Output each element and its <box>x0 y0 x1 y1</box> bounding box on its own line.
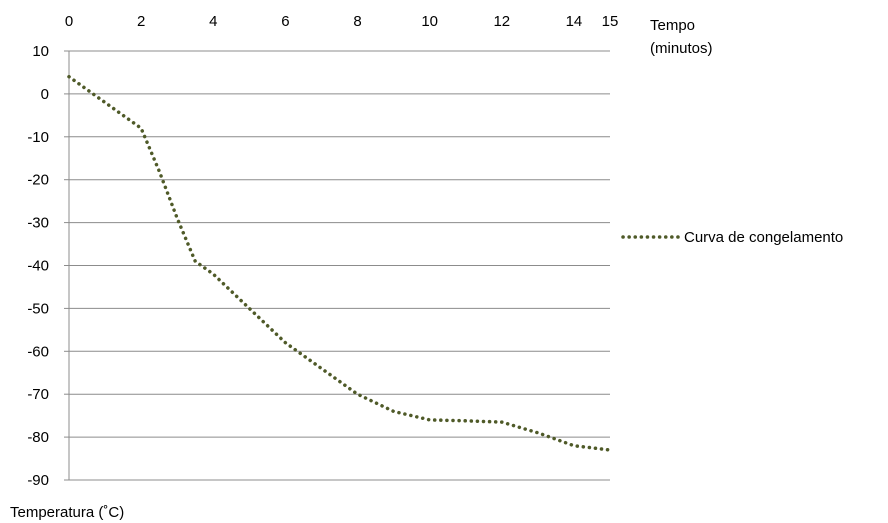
y-tick-label: -80 <box>27 429 49 446</box>
y-tick-label: -90 <box>27 472 49 489</box>
series-layer <box>67 74 612 452</box>
x-axis-title-line-2: (minutos) <box>650 40 713 57</box>
gridlines <box>69 50 610 438</box>
y-tick-label: -70 <box>27 386 49 403</box>
y-tick-label: -20 <box>27 172 49 189</box>
x-tick-label: 4 <box>209 13 217 30</box>
series-line-0 <box>67 74 612 452</box>
y-tick-label: 0 <box>41 86 49 103</box>
x-tick-label: 8 <box>353 13 361 30</box>
axes <box>64 50 610 481</box>
y-tick-label: -60 <box>27 343 49 360</box>
x-tick-label: 10 <box>421 13 438 30</box>
x-tick-label: 2 <box>137 13 145 30</box>
x-tick-label: 0 <box>65 13 73 30</box>
x-tick-label: 15 <box>602 13 619 30</box>
x-tick-label: 12 <box>493 13 510 30</box>
tick-labels: 10 0 -10 -20 -30 -40 -50 -60 -70 -80 -90 0 2 4 6 8 10 12 1… <box>27 13 618 489</box>
y-tick-label: -40 <box>27 258 49 275</box>
y-tick-label: -10 <box>27 129 49 146</box>
x-tick-label: 14 <box>566 13 583 30</box>
legend-label: Curva de congelamento <box>684 229 843 246</box>
y-axis-title: Temperatura (˚C) <box>10 504 124 521</box>
legend: Curva de congelamento <box>621 229 843 246</box>
y-tick-label: -50 <box>27 300 49 317</box>
x-axis-title-line-1: Tempo <box>650 17 695 34</box>
y-tick-label: 10 <box>32 43 49 60</box>
x-tick-label: 6 <box>281 13 289 30</box>
y-tick-label: -30 <box>27 215 49 232</box>
